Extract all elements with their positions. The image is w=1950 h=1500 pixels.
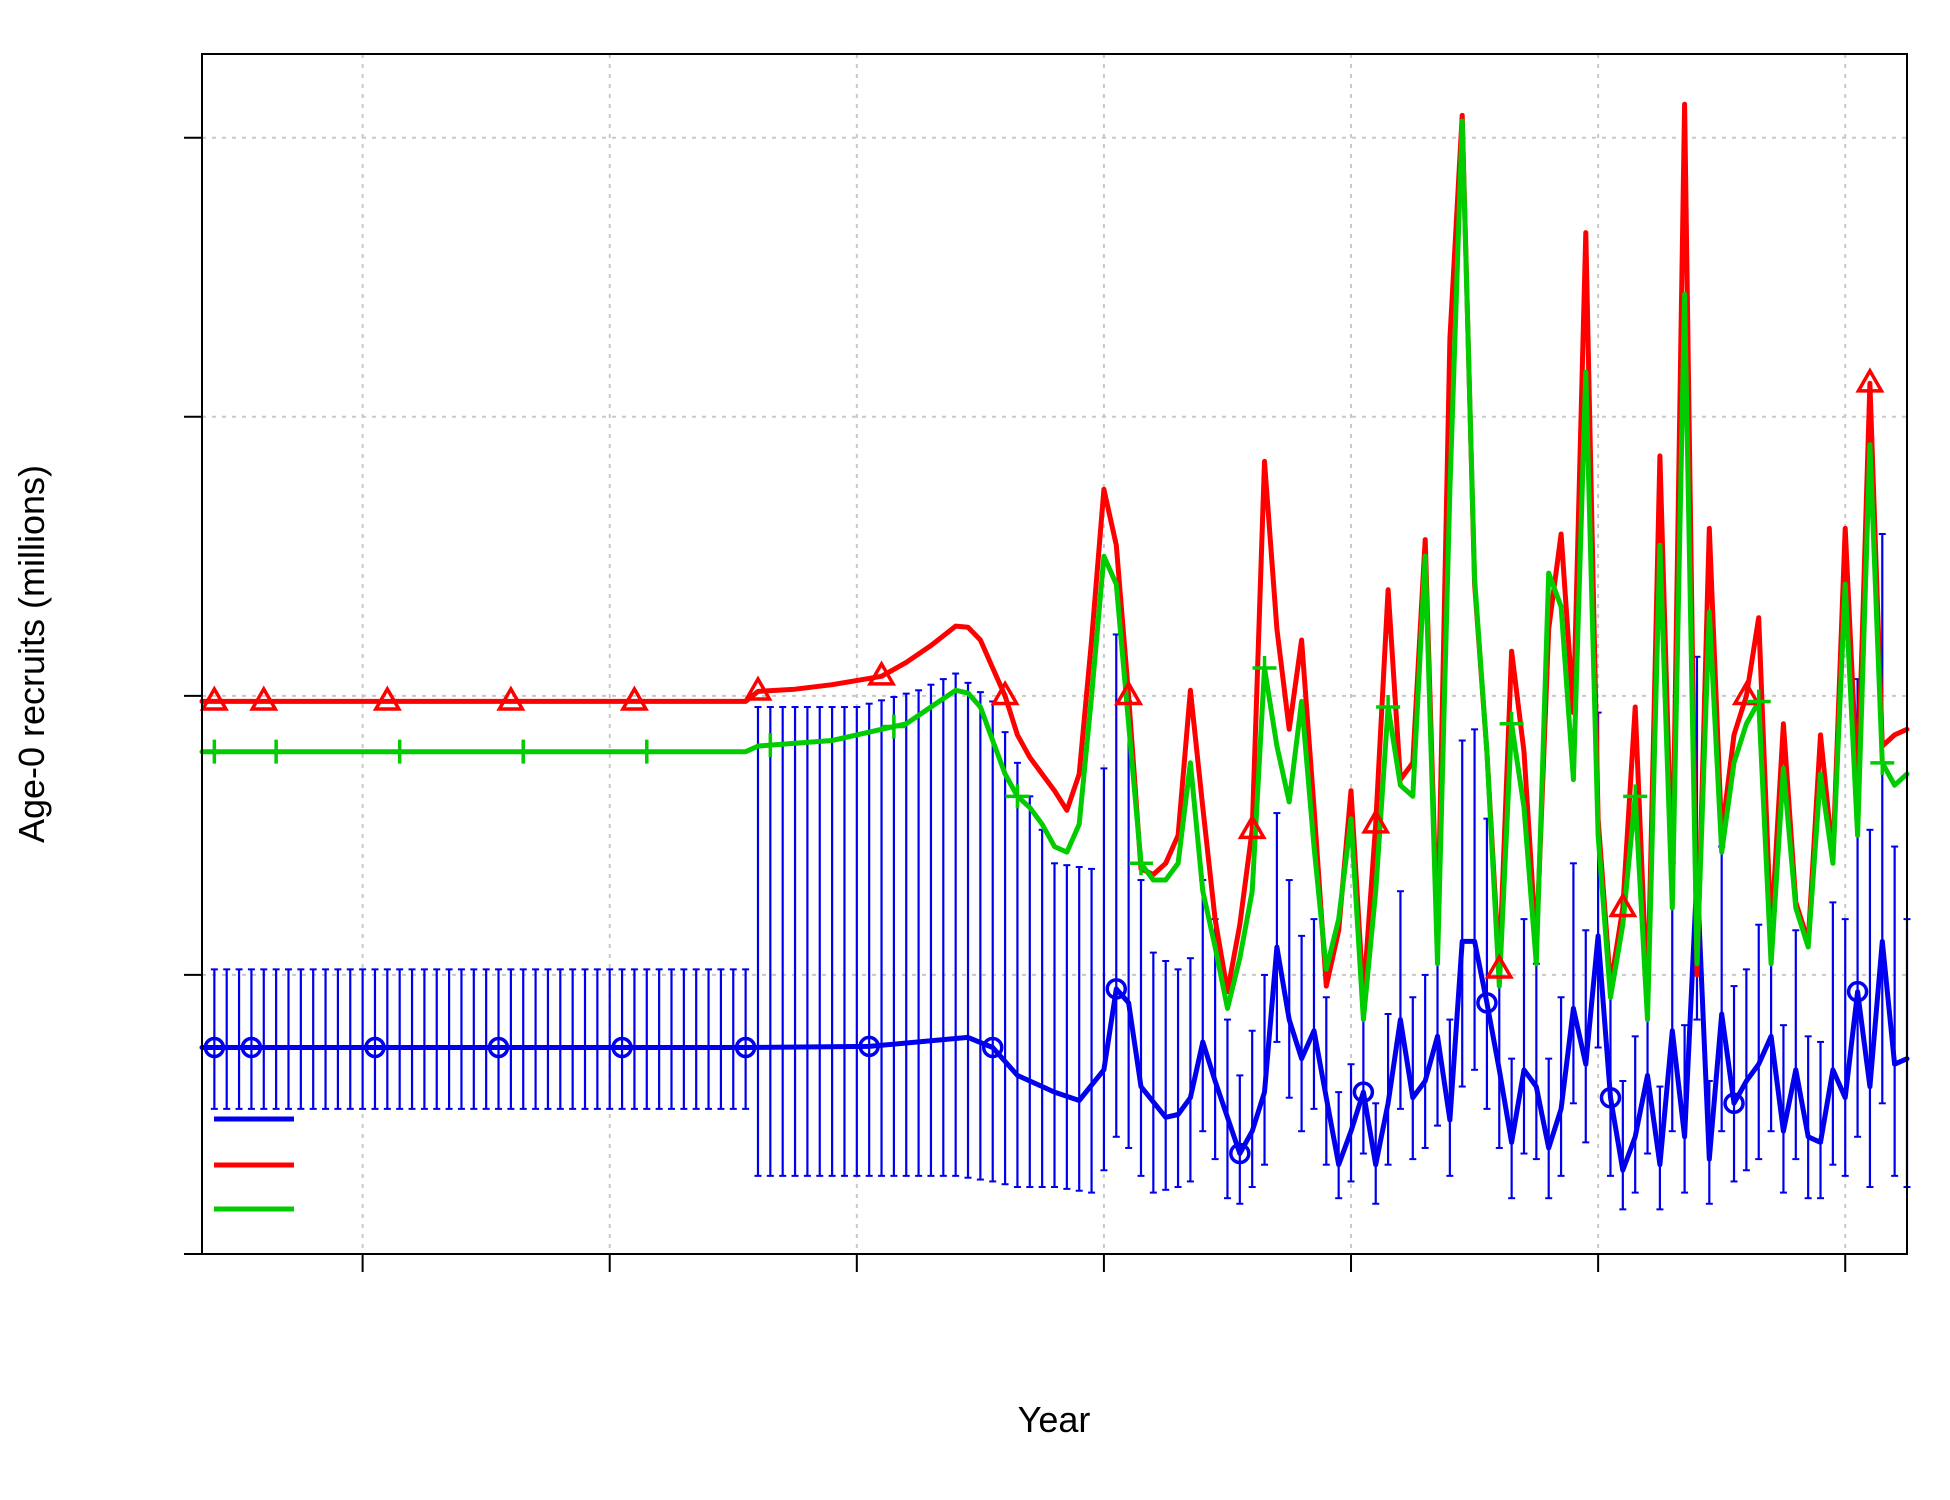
plus-marker	[1376, 695, 1401, 720]
y-axis-label: Age-0 recruits (millions)	[11, 465, 52, 843]
x-axis	[361, 1254, 1847, 1272]
plus-marker	[264, 739, 289, 764]
plus-marker	[1005, 784, 1030, 809]
circle-marker	[1352, 1081, 1375, 1103]
plus-marker	[634, 739, 659, 764]
plus-marker	[202, 739, 227, 764]
plus-marker	[1499, 711, 1524, 736]
series-markers	[199, 367, 1895, 1165]
triangle-marker	[372, 685, 402, 711]
circle-marker	[858, 1035, 880, 1058]
plus-marker	[1252, 655, 1277, 680]
circle-marker	[1846, 980, 1869, 1003]
triangle-marker	[199, 685, 229, 711]
circle-marker	[1105, 978, 1128, 1000]
plus-marker	[1128, 851, 1153, 876]
circle-marker	[611, 1036, 633, 1059]
plus-marker	[511, 739, 536, 764]
plus-marker	[881, 714, 906, 739]
circle-marker	[1476, 992, 1498, 1014]
triangle-marker	[1114, 679, 1144, 706]
circle-marker	[1723, 1092, 1745, 1115]
triangle-marker	[1484, 953, 1514, 979]
plus-marker	[1870, 750, 1895, 775]
grid-lines	[202, 54, 1907, 1255]
circle-marker	[734, 1036, 757, 1059]
legend	[214, 1116, 294, 1212]
circle-marker	[364, 1036, 386, 1059]
triangle-marker	[249, 685, 279, 711]
triangle-marker	[990, 679, 1020, 706]
circle-marker	[203, 1036, 226, 1059]
triangle-marker	[743, 675, 773, 701]
circle-marker	[487, 1036, 510, 1059]
triangle-marker	[1608, 892, 1638, 918]
circle-marker	[1599, 1086, 1622, 1109]
triangle-marker	[496, 685, 526, 711]
circle-marker	[240, 1036, 263, 1059]
triangle-marker	[867, 660, 897, 686]
triangle-marker	[1361, 808, 1391, 834]
plus-marker	[387, 739, 412, 764]
base-confidence-intervals	[210, 533, 1911, 1211]
triangle-marker	[619, 685, 649, 711]
deviations-line	[199, 118, 1910, 1023]
plus-marker	[758, 733, 783, 758]
circle-marker	[1229, 1142, 1251, 1165]
plus-marker	[1746, 689, 1771, 714]
triangle-marker	[1855, 367, 1885, 393]
triangle-marker	[1237, 813, 1267, 840]
triangle-marker	[1731, 679, 1761, 706]
plot-frame	[201, 53, 1908, 1255]
circle-marker	[981, 1036, 1004, 1059]
plus-marker	[1623, 784, 1648, 809]
base-line	[199, 872, 1910, 1173]
y-axis	[184, 136, 202, 1255]
x-axis-label: Year	[1018, 1399, 1091, 1440]
